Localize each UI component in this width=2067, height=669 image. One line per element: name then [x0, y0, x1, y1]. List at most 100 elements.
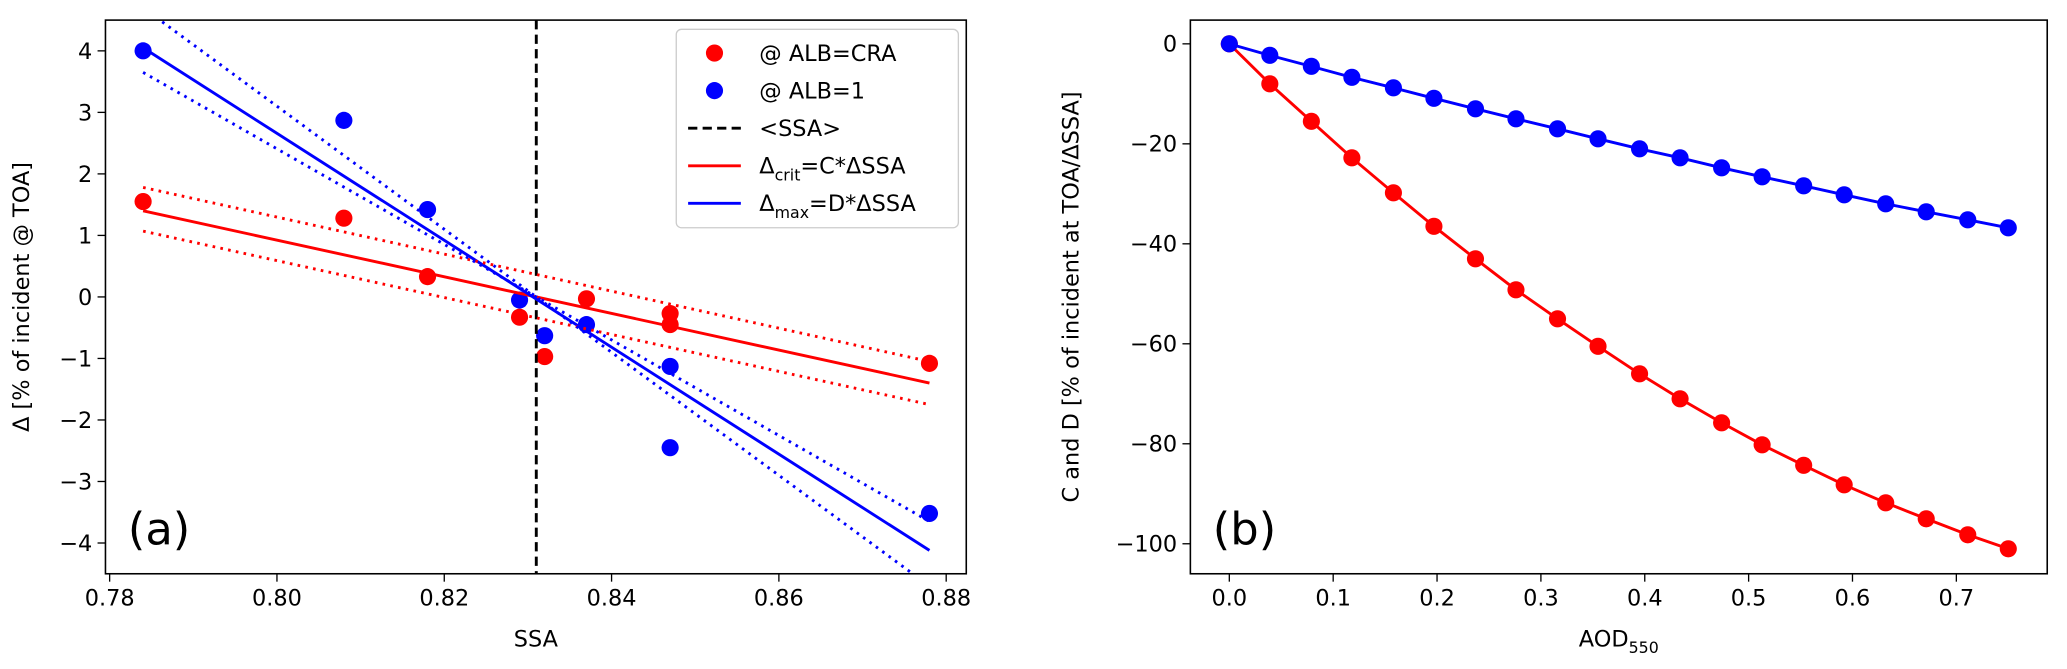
- x-tick-label: 0.86: [754, 585, 804, 611]
- y-tick-label: −60: [1130, 332, 1177, 358]
- x-tick-label: 0.3: [1523, 585, 1559, 611]
- marker: [1261, 46, 1279, 64]
- marker: [1959, 211, 1977, 229]
- legend-marker: [705, 82, 724, 100]
- marker: [510, 308, 529, 326]
- legend-marker: [705, 44, 724, 62]
- x-axis-label: SSA: [514, 626, 559, 652]
- marker: [1507, 110, 1525, 128]
- x-tick-label: 0.82: [419, 585, 469, 611]
- marker: [1466, 250, 1485, 268]
- x-tick-label: 0.6: [1835, 585, 1871, 611]
- marker: [661, 316, 679, 334]
- line: [1228, 42, 2009, 551]
- marker: [1753, 436, 1771, 454]
- x-tick-label: 0.5: [1731, 585, 1767, 611]
- legend-label: <SSA>: [759, 116, 841, 142]
- legend-label-part: crit: [775, 165, 801, 184]
- x-tick-label: 0.80: [252, 585, 302, 611]
- y-tick-label: 2: [78, 162, 92, 188]
- y-axis-label: Δ [% of incident @ TOA]: [9, 162, 35, 432]
- panel-label: (a): [128, 503, 190, 556]
- y-axis-label: C and D [% of incident at TOA/ΔSSA]: [1058, 91, 1084, 502]
- legend-label-part: Δ: [759, 154, 775, 180]
- marker: [134, 42, 152, 60]
- marker: [1548, 310, 1567, 328]
- marker: [661, 439, 679, 457]
- x-tick-label: 0.2: [1419, 585, 1455, 611]
- plot-area: [134, 20, 939, 574]
- y-tick-label: 3: [78, 100, 92, 126]
- marker: [418, 201, 437, 219]
- y-tick-label: −2: [59, 408, 92, 434]
- marker: [1589, 130, 1607, 148]
- marker: [920, 504, 939, 523]
- marker: [661, 357, 679, 376]
- marker: [510, 291, 529, 309]
- y-tick-label: −80: [1130, 432, 1177, 458]
- y-tick-label: 4: [78, 39, 92, 65]
- y-tick-label: −4: [59, 531, 92, 557]
- y-tick-label: −20: [1130, 132, 1177, 158]
- marker: [1917, 510, 1935, 528]
- marker: [1302, 112, 1320, 130]
- marker: [1343, 68, 1361, 86]
- x-tick-label: 0.84: [587, 585, 637, 611]
- axes-frame: [1189, 19, 2049, 575]
- marker: [1261, 75, 1279, 93]
- marker: [1631, 365, 1649, 383]
- legend-label-part: max: [775, 203, 809, 222]
- x-tick-label: 0.78: [85, 585, 135, 611]
- legend-label-part: Δ: [759, 191, 775, 217]
- marker: [1753, 168, 1771, 186]
- y-tick-label: 0: [78, 285, 92, 311]
- marker: [1713, 414, 1731, 432]
- x-tick-label: 0.7: [1939, 585, 1975, 611]
- line: [142, 46, 931, 552]
- marker: [1917, 203, 1935, 221]
- marker: [1999, 219, 2017, 237]
- panel-label: (b): [1213, 503, 1276, 556]
- marker: [1343, 149, 1361, 167]
- x-axis-label-part: AOD: [1579, 626, 1629, 652]
- marker: [1384, 184, 1402, 202]
- legend-label: @ ALB=1: [759, 79, 865, 105]
- plot-area: [1220, 35, 2017, 558]
- marker: [1220, 35, 1238, 53]
- legend-label-part: =D*ΔSSA: [809, 191, 916, 217]
- y-tick-label: 1: [78, 223, 92, 249]
- y-tick-label: −3: [59, 469, 92, 495]
- marker: [1425, 89, 1443, 107]
- marker: [1713, 159, 1731, 177]
- legend-box: [675, 28, 960, 229]
- marker: [1835, 186, 1853, 204]
- marker: [1835, 476, 1853, 494]
- marker: [1302, 57, 1320, 75]
- legend-label: Δmax=D*ΔSSA: [759, 191, 916, 222]
- marker: [1959, 526, 1977, 544]
- x-tick-label: 0.0: [1211, 585, 1247, 611]
- marker: [1671, 149, 1689, 167]
- y-tick-label: −100: [1116, 532, 1178, 558]
- marker: [920, 354, 939, 372]
- y-tick-label: 0: [1163, 32, 1177, 58]
- marker: [1589, 337, 1607, 355]
- marker: [1466, 100, 1485, 118]
- marker: [1795, 177, 1813, 195]
- line: [142, 71, 931, 523]
- marker: [577, 290, 596, 308]
- marker: [536, 327, 554, 345]
- x-axis-label: AOD550: [1579, 626, 1659, 657]
- marker: [1384, 79, 1402, 97]
- x-tick-label: 0.4: [1627, 585, 1663, 611]
- marker: [1631, 140, 1649, 158]
- legend-label-part: =C*ΔSSA: [800, 154, 906, 180]
- x-tick-label: 0.1: [1315, 585, 1351, 611]
- legend-label: Δcrit=C*ΔSSA: [759, 154, 906, 185]
- legend-label: @ ALB=CRA: [759, 41, 897, 67]
- marker: [536, 348, 554, 366]
- axes-frame: [104, 19, 968, 575]
- marker: [1877, 195, 1895, 213]
- marker: [335, 209, 353, 227]
